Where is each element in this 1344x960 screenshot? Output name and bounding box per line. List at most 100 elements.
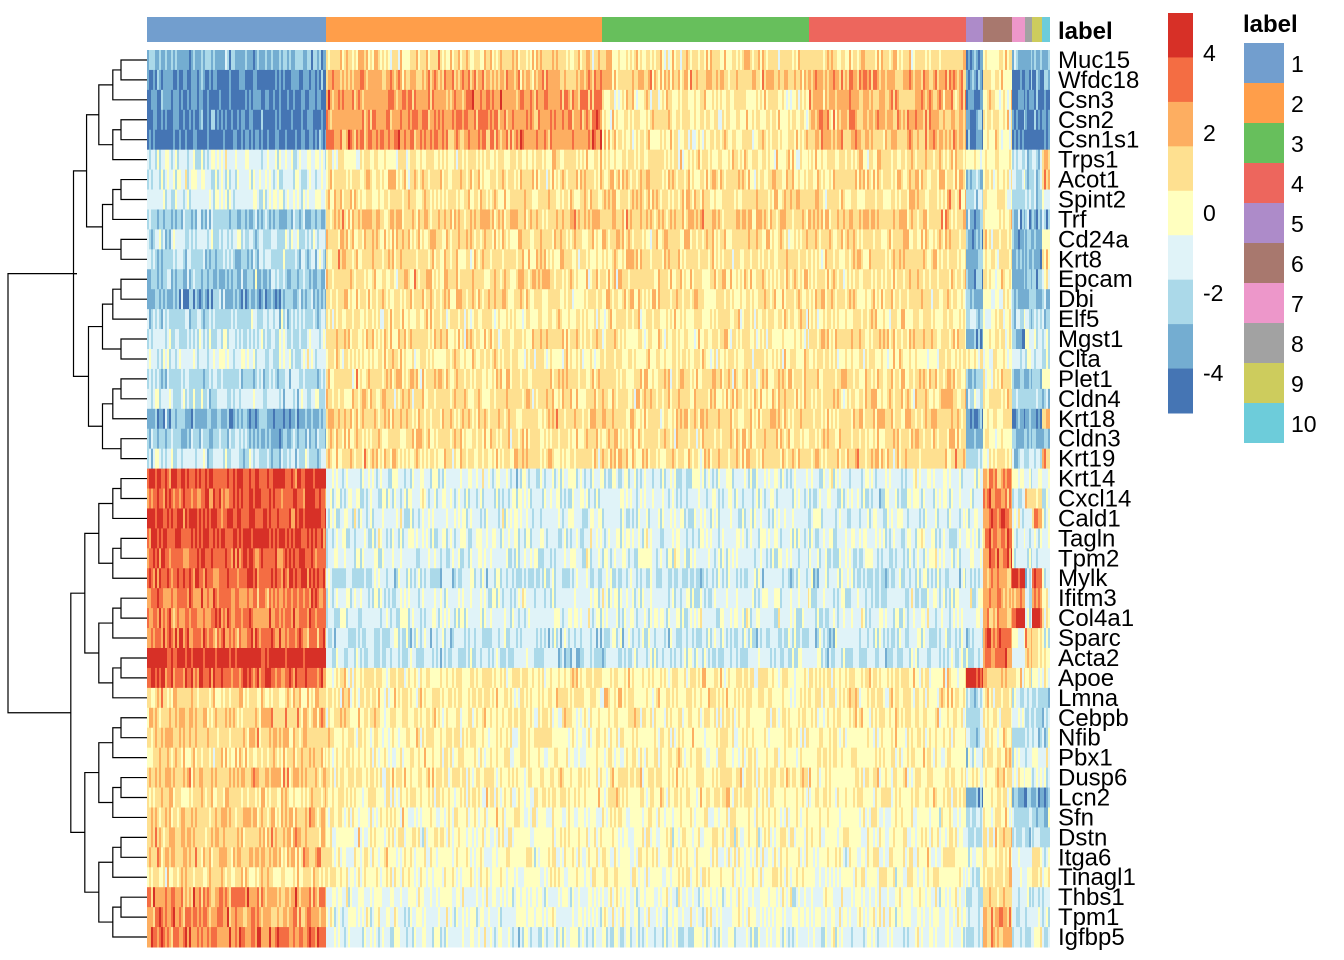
- heatmap-cell: [678, 130, 680, 150]
- heatmap-cell: [229, 209, 231, 229]
- heatmap-cell: [181, 70, 183, 90]
- heatmap-cell: [831, 50, 833, 70]
- heatmap-cell: [800, 229, 802, 249]
- heatmap-cell: [901, 170, 903, 190]
- heatmap-cell: [384, 209, 386, 229]
- heatmap-cell: [426, 150, 428, 170]
- heatmap-cell: [235, 150, 237, 170]
- heatmap-cell: [622, 70, 624, 90]
- heatmap-cell: [674, 209, 676, 229]
- heatmap-cell: [261, 190, 263, 210]
- heatmap-cell: [875, 249, 877, 269]
- heatmap-cell: [281, 209, 283, 229]
- heatmap-cell: [760, 209, 762, 229]
- heatmap-cell: [987, 229, 989, 249]
- heatmap-cell: [951, 90, 953, 110]
- heatmap-cell: [829, 130, 831, 150]
- heatmap-cell: [350, 90, 352, 110]
- heatmap-cell: [452, 229, 454, 249]
- heatmap-cell: [546, 90, 548, 110]
- heatmap-cell: [746, 229, 748, 249]
- heatmap-cell: [436, 170, 438, 190]
- heatmap-cell: [746, 209, 748, 229]
- heatmap-cell: [428, 249, 430, 269]
- heatmap-cell: [1020, 90, 1022, 110]
- heatmap-cell: [991, 70, 993, 90]
- heatmap-cell: [540, 190, 542, 210]
- heatmap-cell: [905, 170, 907, 190]
- heatmap-cell: [309, 150, 311, 170]
- heatmap-cell: [740, 70, 742, 90]
- heatmap-cell: [542, 150, 544, 170]
- heatmap-cell: [273, 170, 275, 190]
- heatmap-cell: [474, 90, 476, 110]
- heatmap-cell: [829, 209, 831, 229]
- heatmap-cell: [606, 190, 608, 210]
- heatmap-cell: [532, 110, 534, 130]
- heatmap-cell: [500, 90, 502, 110]
- heatmap-cell: [518, 70, 520, 90]
- heatmap-cell: [478, 229, 480, 249]
- heatmap-cell: [815, 190, 817, 210]
- heatmap-cell: [1048, 70, 1050, 90]
- heatmap-cell: [297, 110, 299, 130]
- heatmap-cell: [484, 90, 486, 110]
- heatmap-cell: [458, 110, 460, 130]
- heatmap-cell: [726, 229, 728, 249]
- heatmap-cell: [560, 110, 562, 130]
- heatmap-cell: [173, 170, 175, 190]
- heatmap-cell: [299, 209, 301, 229]
- heatmap-cell: [534, 249, 536, 269]
- heatmap-cell: [462, 190, 464, 210]
- heatmap-cell: [646, 50, 648, 70]
- heatmap-cell: [887, 229, 889, 249]
- heatmap-cell: [1016, 209, 1018, 229]
- heatmap-cell: [1032, 130, 1034, 150]
- heatmap-cell: [536, 70, 538, 90]
- heatmap-cell: [478, 209, 480, 229]
- heatmap-cell: [480, 190, 482, 210]
- dendrogram-branch: [121, 60, 147, 80]
- heatmap-cell: [1040, 229, 1042, 249]
- heatmap-cell: [606, 209, 608, 229]
- heatmap-cell: [189, 190, 191, 210]
- heatmap-cell: [261, 229, 263, 249]
- heatmap-cell: [350, 229, 352, 249]
- heatmap-cell: [676, 229, 678, 249]
- heatmap-cell: [159, 110, 161, 130]
- heatmap-cell: [540, 130, 542, 150]
- heatmap-cell: [217, 249, 219, 269]
- heatmap-cell: [340, 130, 342, 150]
- heatmap-cell: [851, 150, 853, 170]
- heatmap-cell: [494, 130, 496, 150]
- heatmap-cell: [782, 110, 784, 130]
- heatmap-cell: [764, 229, 766, 249]
- heatmap-cell: [398, 170, 400, 190]
- heatmap-cell: [863, 150, 865, 170]
- heatmap-cell: [684, 110, 686, 130]
- heatmap-cell: [470, 229, 472, 249]
- heatmap-cell: [261, 70, 263, 90]
- heatmap-cell: [774, 110, 776, 130]
- heatmap-cell: [831, 110, 833, 130]
- heatmap-cell: [935, 229, 937, 249]
- heatmap-cell: [690, 150, 692, 170]
- heatmap-cell: [323, 90, 325, 110]
- heatmap-cell: [907, 190, 909, 210]
- heatmap-cell: [462, 50, 464, 70]
- heatmap-cell: [658, 70, 660, 90]
- heatmap-cell: [562, 110, 564, 130]
- heatmap-cell: [792, 90, 794, 110]
- heatmap-cell: [1036, 130, 1038, 150]
- heatmap-cell: [903, 130, 905, 150]
- heatmap-cell: [456, 229, 458, 249]
- heatmap-cell: [662, 150, 664, 170]
- heatmap-cell: [608, 110, 610, 130]
- heatmap-cell: [211, 209, 213, 229]
- heatmap-cell: [283, 110, 285, 130]
- heatmap-cell: [488, 50, 490, 70]
- heatmap-cell: [185, 90, 187, 110]
- heatmap-cell: [490, 130, 492, 150]
- heatmap-cell: [151, 50, 153, 70]
- heatmap-cell: [572, 209, 574, 229]
